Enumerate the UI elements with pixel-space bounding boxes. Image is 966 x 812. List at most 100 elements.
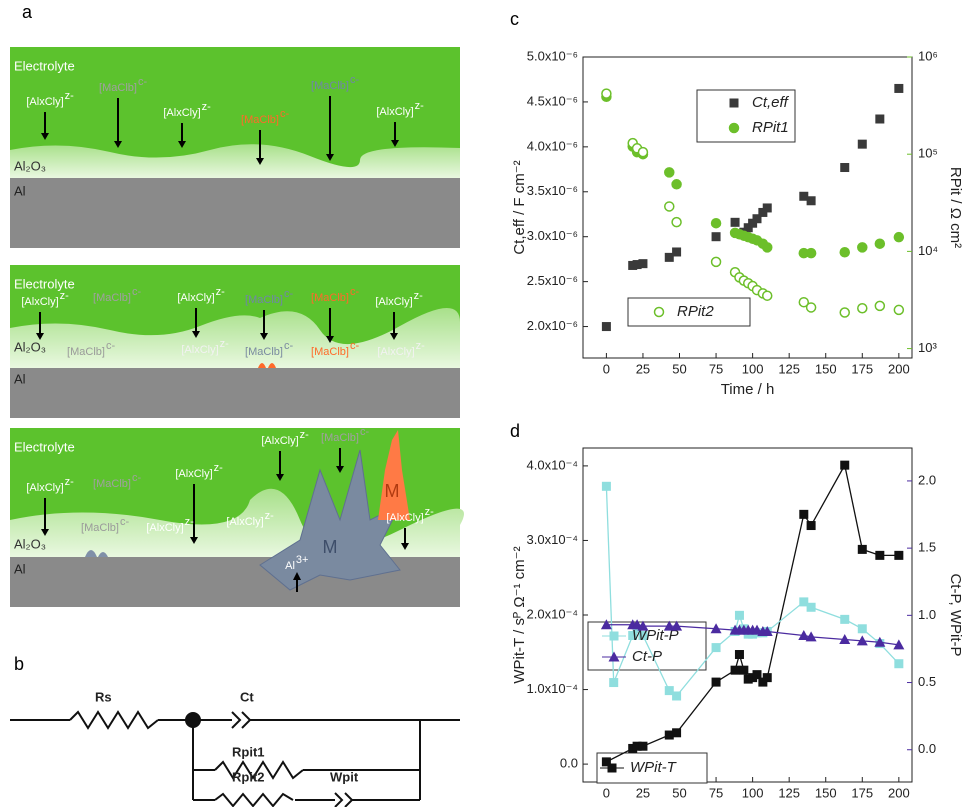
legend-marker bbox=[655, 308, 664, 317]
x-tick-label: 75 bbox=[709, 361, 723, 376]
y-tick-label: 2.5x10⁻⁶ bbox=[527, 273, 578, 288]
circuit bbox=[10, 712, 460, 807]
ion-label: Al bbox=[285, 560, 295, 572]
metal-label: Al bbox=[14, 561, 26, 576]
ion-charge: z- bbox=[202, 101, 212, 113]
marker bbox=[840, 461, 849, 470]
ion-charge: z- bbox=[216, 286, 226, 298]
panel-label: c bbox=[510, 9, 519, 29]
ion-charge: z- bbox=[425, 506, 435, 518]
ion-charge: z- bbox=[300, 429, 310, 441]
ion-charge: z- bbox=[185, 516, 195, 528]
legend-marker bbox=[730, 124, 739, 133]
schematic-panel bbox=[10, 265, 460, 418]
marker bbox=[840, 615, 849, 624]
plot-frame bbox=[583, 448, 912, 782]
ion-label: [MaClb] bbox=[93, 478, 131, 490]
marker bbox=[799, 510, 808, 519]
marker bbox=[712, 219, 721, 228]
marker bbox=[840, 163, 849, 172]
marker bbox=[763, 291, 772, 300]
ion-label: [AlxCly] bbox=[261, 435, 298, 447]
ion-charge: z- bbox=[65, 90, 75, 102]
electrolyte-label: Electrolyte bbox=[14, 58, 75, 73]
ion-charge: c- bbox=[132, 286, 142, 298]
ion-charge: z- bbox=[415, 100, 425, 112]
ion-charge: z- bbox=[220, 338, 230, 350]
ion-label: [AlxCly] bbox=[181, 344, 218, 356]
y-tick-label: 3.0x10⁻⁶ bbox=[527, 228, 578, 243]
x-tick-label: 25 bbox=[636, 785, 650, 800]
ion-label: [MaClb] bbox=[241, 114, 279, 126]
marker bbox=[731, 666, 740, 675]
marker bbox=[712, 678, 721, 687]
metal-label: Al bbox=[14, 371, 26, 386]
x-tick-label: 25 bbox=[636, 361, 650, 376]
element-label: Rpit2 bbox=[232, 769, 265, 784]
series-line bbox=[606, 465, 898, 762]
marker bbox=[807, 521, 816, 530]
marker bbox=[894, 233, 903, 242]
x-tick-label: 200 bbox=[888, 361, 910, 376]
element-label: Ct bbox=[240, 689, 254, 704]
marker bbox=[665, 202, 674, 211]
x-tick-label: 100 bbox=[742, 361, 764, 376]
y2-axis-title: RPit / Ω cm² bbox=[947, 167, 964, 248]
marker bbox=[894, 84, 903, 93]
ion-charge: z- bbox=[214, 462, 224, 474]
y2-tick-label: 10³ bbox=[918, 340, 937, 355]
oxide-label: Al₂O₃ bbox=[14, 536, 46, 551]
ion-label: [MaClb] bbox=[321, 432, 359, 444]
y-tick-label: 3.5x10⁻⁶ bbox=[527, 183, 578, 198]
y2-tick-label: 2.0 bbox=[918, 472, 936, 487]
marker bbox=[858, 545, 867, 554]
metal-label: Al bbox=[14, 183, 26, 198]
ion-label: [AlxCly] bbox=[177, 292, 214, 304]
ion-charge: c- bbox=[280, 108, 290, 120]
marker bbox=[763, 243, 772, 252]
y2-tick-label: 0.0 bbox=[918, 741, 936, 756]
x-tick-label: 150 bbox=[815, 361, 837, 376]
x-tick-label: 0 bbox=[603, 361, 610, 376]
x-tick-label: 200 bbox=[888, 785, 910, 800]
x-tick-label: 100 bbox=[742, 785, 764, 800]
x-tick-label: 150 bbox=[815, 785, 837, 800]
marker bbox=[894, 659, 903, 668]
legend-label: WPit-T bbox=[630, 759, 678, 776]
marker bbox=[712, 257, 721, 266]
ion-charge: c- bbox=[138, 76, 148, 88]
ion-label: [MaClb] bbox=[67, 346, 105, 358]
ion-label: [AlxCly] bbox=[26, 96, 63, 108]
marker bbox=[638, 259, 647, 268]
ion-label: [MaClb] bbox=[81, 522, 119, 534]
ion-label: [AlxCly] bbox=[26, 482, 63, 494]
ion-charge: c- bbox=[284, 340, 294, 352]
x-tick-label: 125 bbox=[778, 361, 800, 376]
ion-label: [AlxCly] bbox=[146, 522, 183, 534]
ion-charge: c- bbox=[360, 426, 370, 438]
legend-label: RPit1 bbox=[752, 119, 789, 136]
y2-tick-label: 10⁶ bbox=[918, 48, 938, 63]
schematic-panel bbox=[10, 47, 460, 248]
ion-label: [MaClb] bbox=[99, 82, 137, 94]
ion-charge: z- bbox=[416, 340, 426, 352]
marker bbox=[672, 728, 681, 737]
y2-tick-label: 10⁴ bbox=[918, 243, 938, 258]
marker bbox=[712, 232, 721, 241]
ion-label: [AlxCly] bbox=[377, 346, 414, 358]
ion-charge: z- bbox=[265, 510, 275, 522]
panel-label: b bbox=[14, 654, 24, 674]
ion-label: [MaClb] bbox=[93, 292, 131, 304]
marker bbox=[672, 180, 681, 189]
marker bbox=[672, 691, 681, 700]
y-tick-label: 4.5x10⁻⁶ bbox=[527, 93, 578, 108]
marker bbox=[807, 603, 816, 612]
marker bbox=[807, 196, 816, 205]
marker bbox=[731, 218, 740, 227]
marker bbox=[638, 148, 647, 157]
marker bbox=[602, 482, 611, 491]
ion-charge: z- bbox=[65, 476, 75, 488]
y-tick-label: 0.0 bbox=[560, 756, 578, 771]
y2-axis-title: Ct-P, WPit-P bbox=[947, 573, 964, 656]
panel-label: a bbox=[22, 2, 33, 22]
